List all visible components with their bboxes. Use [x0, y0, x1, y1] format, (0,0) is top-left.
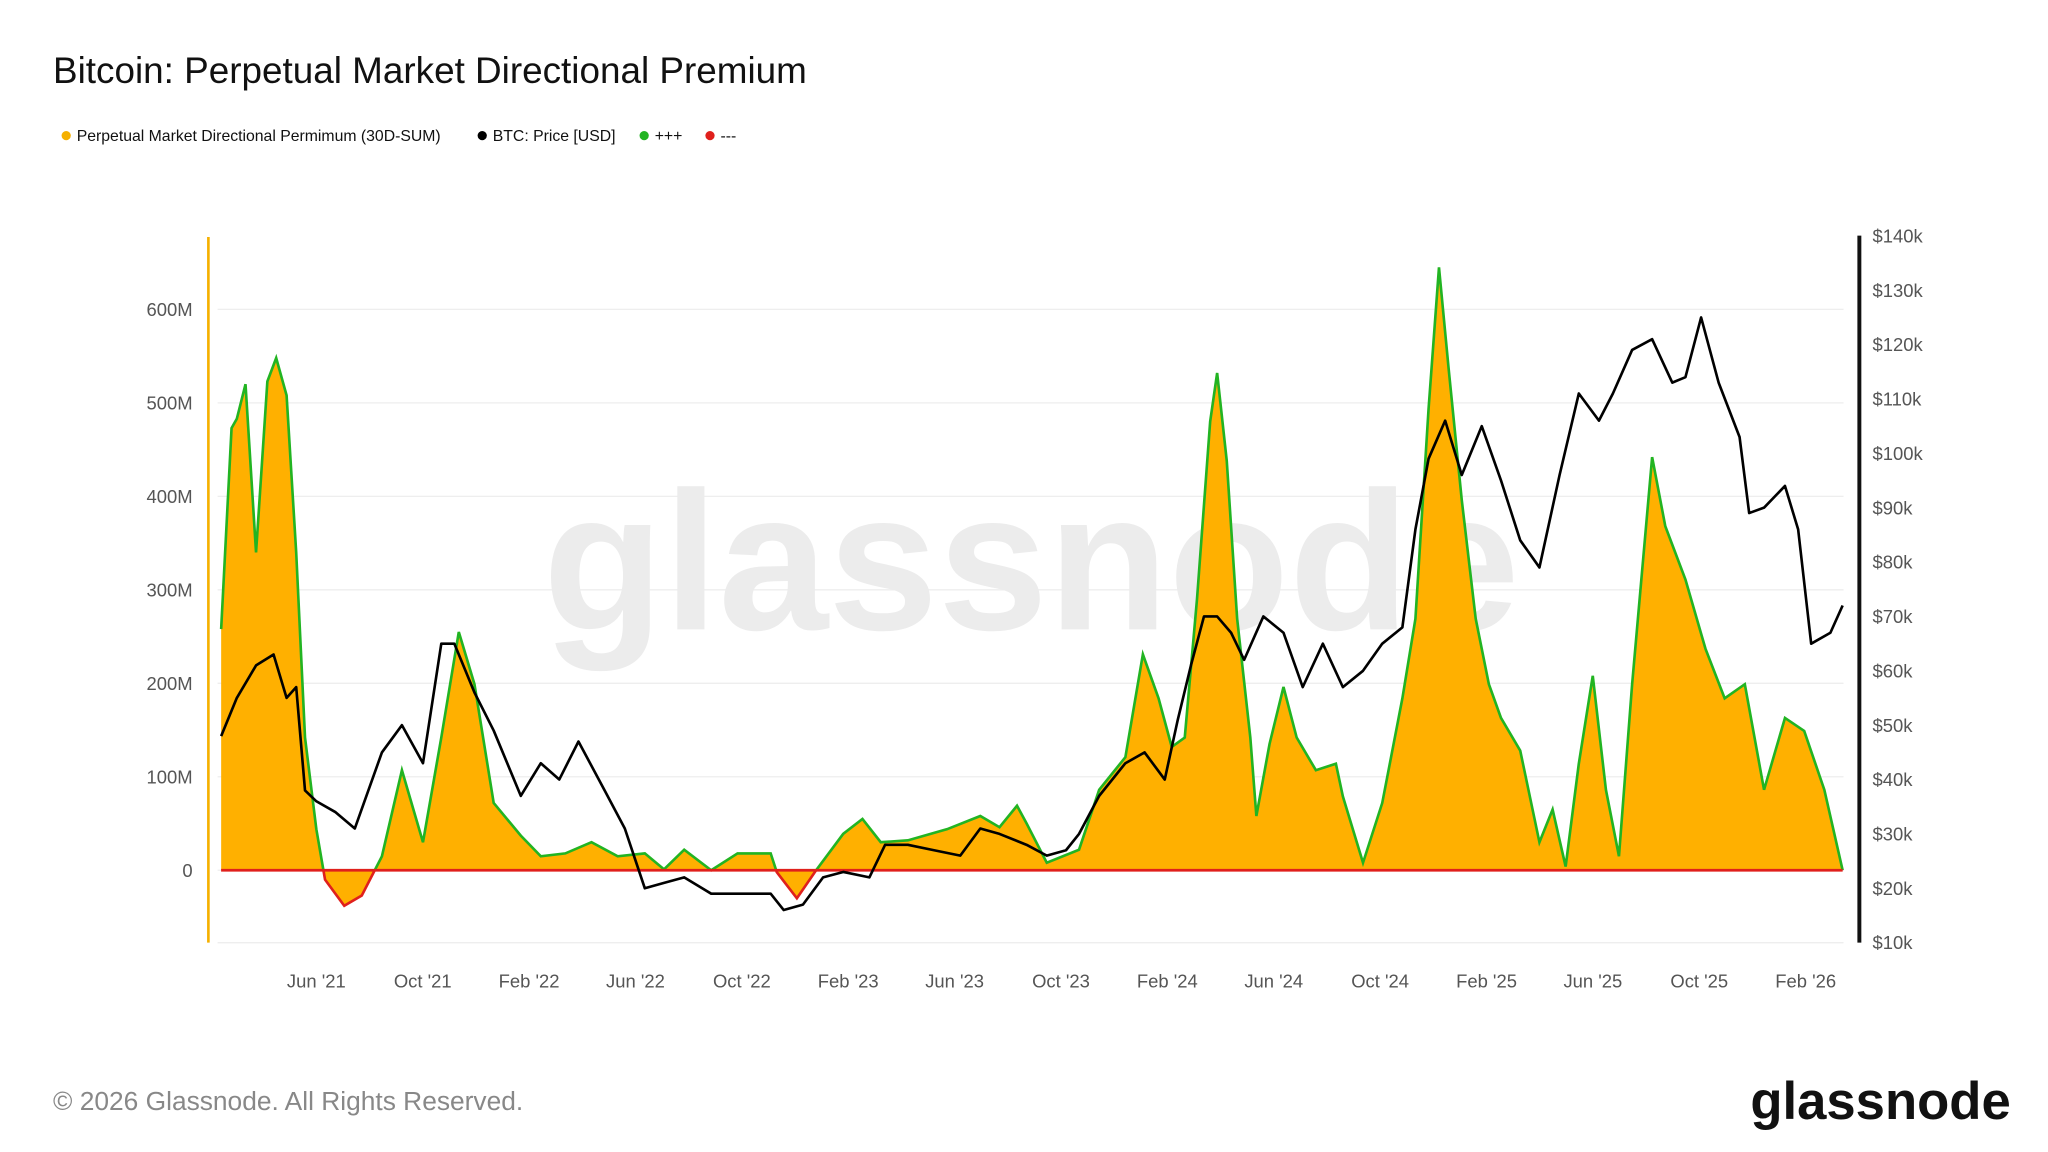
legend-item-premium[interactable]: Perpetual Market Directional Permimum (3…: [61, 128, 441, 145]
x-tick-label: Jun '25: [1563, 970, 1622, 991]
right-tick-label: $20k: [1873, 878, 1914, 899]
x-tick-label: Feb '26: [1775, 970, 1836, 991]
left-tick-label: 100M: [146, 766, 192, 787]
legend-label-price: BTC: Price [USD]: [493, 128, 616, 145]
legend-item-price[interactable]: BTC: Price [USD]: [477, 128, 616, 145]
right-tick-label: $120k: [1873, 334, 1924, 355]
x-tick-label: Oct '21: [394, 970, 452, 991]
right-tick-label: $130k: [1873, 280, 1924, 301]
premium-positive-line: [219, 267, 1844, 871]
left-tick-label: 600M: [146, 299, 192, 320]
legend-dot-price: [477, 130, 487, 141]
x-tick-label: Oct '25: [1670, 970, 1728, 991]
x-tick-label: Oct '22: [713, 970, 771, 991]
copyright: © 2026 Glassnode. All Rights Reserved.: [53, 1086, 523, 1116]
right-tick-label: $110k: [1873, 389, 1923, 410]
x-tick-label: Jun '22: [606, 970, 665, 991]
legend-label-positive: +++: [655, 128, 683, 145]
x-tick-label: Feb '24: [1137, 970, 1198, 991]
x-tick-label: Jun '23: [925, 970, 984, 991]
right-tick-label: $50k: [1873, 715, 1914, 736]
legend-dot-positive: [639, 130, 649, 141]
x-tick-label: Feb '25: [1456, 970, 1517, 991]
x-tick-label: Feb '23: [818, 970, 879, 991]
btc-price-line: [219, 316, 1844, 912]
glassnode-logo: glassnode: [1750, 1072, 2010, 1131]
legend-label-premium: Perpetual Market Directional Permimum (3…: [77, 128, 441, 145]
right-tick-label: $40k: [1873, 769, 1914, 790]
right-tick-label: $60k: [1873, 660, 1914, 681]
legend: Perpetual Market Directional Permimum (3…: [61, 128, 736, 145]
left-tick-label: 0: [182, 860, 192, 881]
legend-dot-negative: [705, 130, 715, 141]
x-tick-label: Feb '22: [499, 970, 560, 991]
right-tick-label: $80k: [1873, 552, 1914, 573]
legend-label-negative: ---: [721, 128, 737, 145]
legend-dot-premium: [61, 130, 71, 141]
left-tick-label: 500M: [146, 392, 192, 413]
right-tick-label: $10k: [1873, 932, 1914, 953]
right-tick-label: $30k: [1873, 823, 1914, 844]
left-axis-ticks: 0 100M 200M 300M 400M 500M 600M: [146, 299, 192, 881]
page-title: Bitcoin: Perpetual Market Directional Pr…: [53, 50, 807, 91]
legend-item-negative[interactable]: ---: [705, 128, 736, 145]
left-tick-label: 300M: [146, 579, 192, 600]
plot-area: [219, 267, 1844, 912]
right-axis-ticks: $10k $20k $30k $40k $50k $60k $70k $80k $90k $100…: [1873, 225, 1924, 953]
legend-item-positive[interactable]: +++: [639, 128, 683, 145]
x-axis-ticks: Jun '21 Oct '21 Feb '22 Jun '22 Oct '22 Feb '…: [287, 970, 1836, 991]
right-tick-label: $70k: [1873, 606, 1914, 627]
left-tick-label: 200M: [146, 673, 192, 694]
x-tick-label: Jun '24: [1244, 970, 1303, 991]
left-tick-label: 400M: [146, 486, 192, 507]
x-tick-label: Oct '24: [1351, 970, 1409, 991]
right-tick-label: $100k: [1873, 443, 1924, 464]
x-tick-label: Jun '21: [287, 970, 346, 991]
watermark: glassnode: [543, 450, 1520, 671]
premium-area: [221, 267, 1843, 906]
right-tick-label: $90k: [1873, 497, 1914, 518]
right-tick-label: $140k: [1873, 225, 1924, 246]
x-tick-label: Oct '23: [1032, 970, 1090, 991]
